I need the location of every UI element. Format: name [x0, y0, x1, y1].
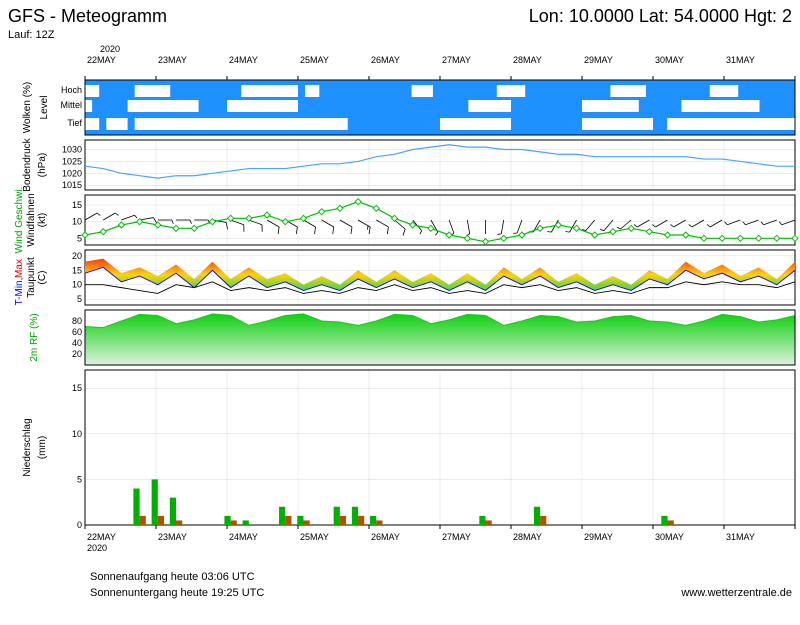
svg-text:(mm): (mm)	[37, 436, 48, 459]
svg-text:40: 40	[72, 338, 82, 348]
humidity-label: 2m RF (%)	[29, 313, 40, 361]
svg-text:(C): (C)	[37, 271, 48, 285]
precip-label: Niederschlag	[22, 418, 33, 476]
svg-text:5: 5	[77, 233, 82, 243]
cloud-main-label: Wolken (%)	[22, 82, 33, 134]
svg-text:5: 5	[77, 474, 82, 484]
svg-text:5: 5	[77, 294, 82, 304]
credit: www.wetterzentrale.de	[680, 587, 792, 599]
wind-label1: Wind Geschwi.	[14, 187, 25, 254]
svg-text:(kt): (kt)	[37, 213, 48, 227]
sunset: Sonnenuntergang heute 19:25 UTC	[90, 587, 264, 599]
svg-text:15: 15	[72, 383, 82, 393]
svg-text:15: 15	[72, 265, 82, 275]
meteogram: GFS - Meteogramm Lon: 10.0000 Lat: 54.000…	[0, 0, 800, 625]
date-bot: 31MAY	[726, 532, 755, 542]
svg-text:1015: 1015	[62, 180, 82, 190]
date-top: 22MAY	[87, 55, 116, 65]
svg-text:20: 20	[72, 251, 82, 261]
cloud-level: Mittel	[60, 100, 82, 110]
svg-text:0: 0	[77, 520, 82, 530]
date-bot: 25MAY	[300, 532, 329, 542]
date-top: 28MAY	[513, 55, 542, 65]
date-bot: 27MAY	[442, 532, 471, 542]
pressure-label: Bodendruck	[22, 137, 33, 191]
cloud-level: Hoch	[61, 85, 82, 95]
title-left: GFS - Meteogramm	[8, 6, 167, 26]
year-top: 2020	[100, 44, 120, 54]
svg-text:T-Min,: T-Min,	[14, 278, 25, 306]
date-top: 26MAY	[371, 55, 400, 65]
date-bot: 28MAY	[513, 532, 542, 542]
svg-text:1025: 1025	[62, 156, 82, 166]
svg-text:20: 20	[72, 349, 82, 359]
date-top: 27MAY	[442, 55, 471, 65]
date-top: 31MAY	[726, 55, 755, 65]
date-bot: 30MAY	[655, 532, 684, 542]
svg-text:Max: Max	[14, 259, 25, 278]
svg-text:Windfahnen: Windfahnen	[26, 193, 37, 246]
date-bot: 26MAY	[371, 532, 400, 542]
date-bot: 23MAY	[158, 532, 187, 542]
sunrise: Sonnenaufgang heute 03:06 UTC	[90, 571, 255, 583]
date-bot: 29MAY	[584, 532, 613, 542]
svg-text:Taupunkt: Taupunkt	[26, 257, 37, 298]
date-top: 29MAY	[584, 55, 613, 65]
svg-text:10: 10	[72, 429, 82, 439]
title-right: Lon: 10.0000 Lat: 54.0000 Hgt: 2	[529, 6, 792, 26]
date-bot: 24MAY	[229, 532, 258, 542]
svg-text:1020: 1020	[62, 168, 82, 178]
svg-text:10: 10	[72, 280, 82, 290]
year-bot: 2020	[87, 543, 107, 553]
date-top: 25MAY	[300, 55, 329, 65]
date-top: 24MAY	[229, 55, 258, 65]
svg-text:1030: 1030	[62, 145, 82, 155]
run-label: Lauf: 12Z	[8, 29, 55, 41]
svg-text:10: 10	[72, 217, 82, 227]
svg-text:(hPa): (hPa)	[37, 153, 48, 177]
date-top: 30MAY	[655, 55, 684, 65]
svg-text:60: 60	[72, 327, 82, 337]
cloud-level-label: Level	[39, 96, 50, 120]
date-top: 23MAY	[158, 55, 187, 65]
svg-text:80: 80	[72, 316, 82, 326]
cloud-level: Tief	[67, 118, 82, 128]
svg-text:15: 15	[72, 200, 82, 210]
date-bot: 22MAY	[87, 532, 116, 542]
